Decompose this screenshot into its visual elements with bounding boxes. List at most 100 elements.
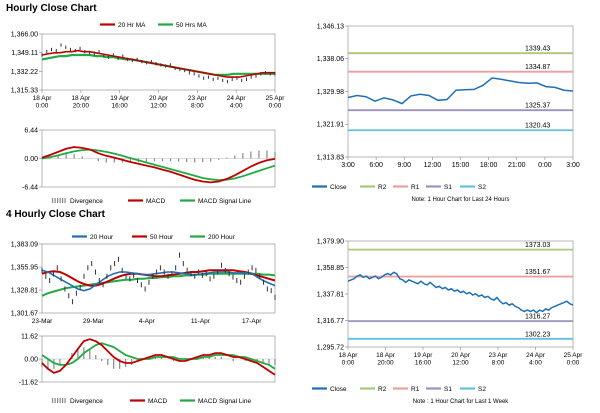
h4-legend-divergence-swatch (57, 398, 59, 403)
hourly-pivot-close-line (347, 77, 574, 105)
hourly-legend-divergence-swatch (52, 198, 54, 203)
hourly-macd-ytick-label: 6.44 (24, 128, 38, 135)
h4-20hr-line (41, 269, 276, 292)
hourly-pivot-legend-r2-label: R2 (378, 184, 387, 191)
hourly-price-xtick-label: 18 Apr (33, 95, 53, 102)
hourly-price-xtick-label: 19 Apr (110, 95, 130, 102)
h4-macd-ytick-label: -11.62 (19, 380, 38, 387)
hourly-pivot-xtick-label: 9:00 (397, 162, 411, 169)
h4-macd-ytick-label: 11.62 (21, 334, 38, 341)
h4-pivot-xtick-label: 25 Apr (564, 352, 584, 359)
hourly-pivot-level-label-r2: 1339.43 (525, 46, 550, 53)
hourly-price-xtick-label: 18 Apr (71, 95, 91, 102)
hourly-pivot-xtick-label: 0:00 (538, 162, 552, 169)
h4-pivot-legend-close-label: Close (330, 386, 347, 393)
h4-pivot-xtick-label: 19 Apr (414, 352, 434, 359)
hourly-pivot-xtick-label: 21:00 (508, 162, 526, 169)
h4-legend-divergence-swatch (59, 398, 61, 403)
hourly-pivot-xtick-label: 6:00 (369, 162, 383, 169)
hourly-price-xtick-label: 20:00 (73, 103, 90, 110)
hourly-pivot-ytick-label: 1,321.91 (317, 122, 344, 129)
hourly-price-xtick-label: 0:00 (269, 103, 282, 110)
hourly-pivot-level-label-s2: 1320.43 (525, 123, 550, 130)
hourly-price-xtick-label: 24 Apr (227, 95, 247, 102)
hourly-price-ytick-label: 1,349.11 (11, 50, 38, 57)
hourly-pivot-xtick-label: 15:00 (452, 162, 470, 169)
hourly-legend-divergence-swatch (54, 198, 56, 203)
h4-50hr-line (41, 269, 276, 287)
h4-price-ytick-label: 1,355.95 (11, 265, 38, 272)
hourly-macd-signal-line (41, 148, 276, 182)
hourly-pivot-legend-s1-label: S1 (444, 184, 452, 191)
h4-price-frame (41, 243, 276, 314)
h4-legend-divergence-label: Divergence (70, 398, 103, 405)
h4-legend-divergence-swatch (62, 398, 64, 403)
h4-legend-divergence-swatch (54, 398, 56, 403)
hourly-price-xtick-label: 25 Apr (266, 95, 286, 102)
hourly-legend-divergence-swatch (59, 198, 61, 203)
h4-pivot-ytick-label: 1,295.72 (317, 345, 344, 352)
h4-pivot-xtick-label: 20:00 (377, 360, 394, 367)
hourly-legend-50hr-label: 50 Hrs MA (176, 22, 207, 29)
h4-pivot-xtick-label: 18 Apr (376, 352, 396, 359)
hourly-price-ytick-label: 1,315.33 (11, 88, 38, 95)
h4-price-ytick-label: 1,328.81 (11, 288, 38, 295)
h4-pivot-legend-r1-label: R1 (411, 386, 420, 393)
h4-price-ytick-label: 1,383.09 (11, 242, 38, 249)
hourly-legend-macd-label: MACD (146, 198, 165, 205)
h4-pivot-xtick-label: 23 Apr (489, 352, 509, 359)
h4-legend-50hr-label: 50 Hour (150, 234, 174, 241)
hourly-legend-20hr-label: 20 Hr MA (118, 22, 146, 29)
hourly-price-xtick-label: 0:00 (36, 103, 49, 110)
hourly-legend-divergence-swatch (57, 198, 59, 203)
h4-pivot-level-label-s2: 1302.23 (525, 331, 550, 338)
h4-pivot-legend-s2-label: S2 (478, 386, 486, 393)
hourly-legend-divergence-label: Divergence (70, 198, 103, 205)
h4-pivot-xtick-label: 4:00 (529, 360, 542, 367)
h4-pivot-xtick-label: 0:00 (342, 360, 355, 367)
hourly-legend-signal-label: MACD Signal Line (198, 198, 251, 205)
h4-pivot-ytick-label: 1,316.77 (317, 318, 344, 325)
hourly-macd-ytick-label: -6.44 (22, 185, 38, 192)
h4-pivot-xtick-label: 20 Apr (451, 352, 471, 359)
h4-pivot-ytick-label: 1,379.90 (317, 239, 344, 246)
hourly-price-ytick-label: 1,332.22 (11, 69, 38, 76)
hourly-price-frame (41, 33, 276, 91)
h4-legend-macd-label: MACD (148, 398, 167, 405)
hourly-section-title: Hourly Close Chart (6, 3, 97, 14)
h4-pivot-legend-r2-label: R2 (378, 386, 387, 393)
h4-pivot-xtick-label: 8:00 (492, 360, 505, 367)
hourly-price-xtick-label: 16:00 (112, 103, 129, 110)
hourly-pivot-xtick-label: 12:00 (424, 162, 442, 169)
hourly-20hr-ma-line (41, 49, 275, 78)
hourly-price-ytick-label: 1,366.00 (11, 32, 38, 39)
hourly-price-xtick-label: 12:00 (150, 103, 167, 110)
h4-price-xtick-label: 29-Mar (83, 318, 104, 325)
h4-pivot-level-label-r2: 1373.03 (525, 242, 550, 249)
h4-legend-signal-label: MACD Signal Line (198, 398, 251, 405)
hourly-legend-divergence-swatch (62, 198, 64, 203)
h4-pivot-ytick-label: 1,358.85 (317, 265, 344, 272)
h4-macd-signal-line (41, 342, 276, 370)
hourly-pivot-note: Note: 1 Hour Chart for Last 24 Hours (411, 197, 509, 203)
hourly-price-xtick-label: 4:00 (230, 103, 243, 110)
hourly-price-xtick-label: 20 Apr (149, 95, 169, 102)
hourly-pivot-legend-close-label: Close (330, 184, 347, 191)
h4-price-xtick-label: 11-Apr (191, 318, 211, 325)
h4-pivot-legend-s1-label: S1 (444, 386, 452, 393)
h4-pivot-xtick-label: 24 Apr (526, 352, 546, 359)
h4-pivot-xtick-label: 16:00 (415, 360, 432, 367)
h4-section-title: 4 Hourly Close Chart (6, 209, 105, 220)
h4-pivot-ytick-label: 1,337.81 (317, 292, 344, 299)
hourly-price-xtick-label: 23 Apr (188, 95, 208, 102)
hourly-pivot-xtick-label: 18:00 (480, 162, 498, 169)
hourly-pivot-level-label-s1: 1325.37 (525, 103, 550, 110)
hourly-pivot-ytick-label: 1,338.06 (317, 56, 344, 63)
hourly-pivot-level-label-r1: 1334.87 (525, 64, 550, 71)
h4-macd-ytick-label: 0.00 (24, 357, 38, 364)
hourly-pivot-ytick-label: 1,346.13 (317, 24, 344, 31)
h4-pivot-close-line (347, 271, 574, 314)
hourly-pivot-legend-r1-label: R1 (411, 184, 420, 191)
hourly-pivot-xtick-label: 3:00 (566, 162, 580, 169)
